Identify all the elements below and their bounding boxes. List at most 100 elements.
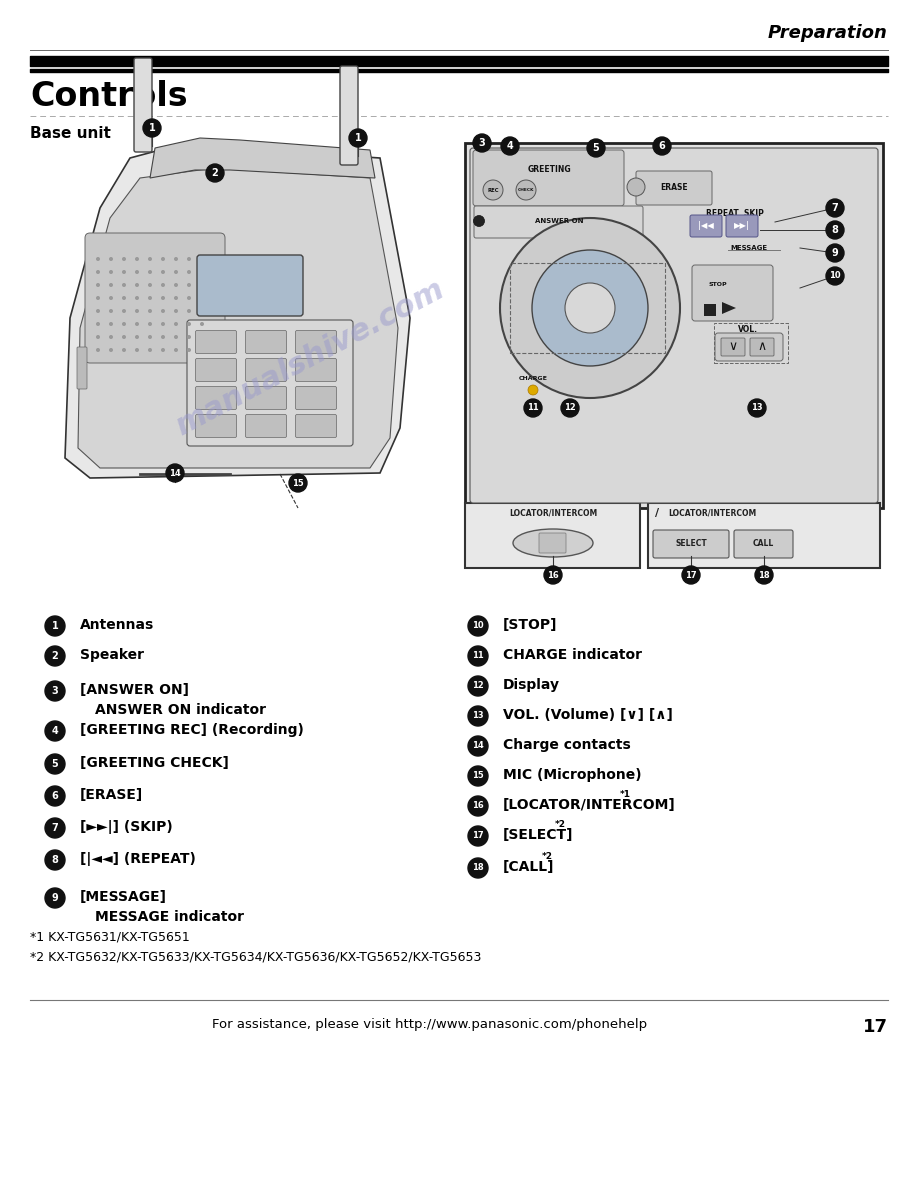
Circle shape — [468, 766, 488, 786]
FancyBboxPatch shape — [340, 67, 358, 165]
Circle shape — [148, 335, 152, 339]
FancyBboxPatch shape — [470, 148, 878, 503]
Text: 6: 6 — [51, 791, 59, 801]
Text: 1: 1 — [51, 621, 59, 631]
Circle shape — [122, 309, 126, 312]
Circle shape — [187, 257, 191, 261]
Circle shape — [161, 257, 165, 261]
FancyBboxPatch shape — [196, 415, 237, 437]
Text: 11: 11 — [527, 404, 539, 412]
Text: ERASE: ERASE — [660, 183, 688, 191]
Text: 3: 3 — [51, 685, 59, 696]
Circle shape — [96, 270, 100, 274]
Text: REPEAT  SKIP: REPEAT SKIP — [706, 209, 764, 217]
Text: Charge contacts: Charge contacts — [503, 738, 631, 752]
Text: SELECT: SELECT — [675, 539, 707, 549]
Circle shape — [143, 119, 161, 137]
FancyBboxPatch shape — [77, 347, 87, 388]
Circle shape — [174, 270, 178, 274]
Text: VOL.: VOL. — [738, 326, 758, 335]
Text: [LOCATOR/INTERCOM]: [LOCATOR/INTERCOM] — [503, 798, 676, 813]
Circle shape — [148, 296, 152, 301]
Ellipse shape — [513, 529, 593, 557]
PathPatch shape — [65, 146, 410, 478]
Text: 7: 7 — [51, 823, 59, 833]
Text: 17: 17 — [472, 832, 484, 840]
Text: 9: 9 — [51, 893, 59, 903]
FancyBboxPatch shape — [473, 150, 624, 206]
Circle shape — [174, 348, 178, 352]
Circle shape — [45, 721, 65, 741]
Text: LOCATOR/INTERCOM: LOCATOR/INTERCOM — [668, 508, 756, 518]
FancyBboxPatch shape — [465, 143, 883, 508]
Text: 12: 12 — [565, 404, 576, 412]
Circle shape — [483, 181, 503, 200]
Circle shape — [200, 296, 204, 301]
Circle shape — [200, 335, 204, 339]
Circle shape — [468, 646, 488, 666]
Text: 16: 16 — [472, 802, 484, 810]
Circle shape — [148, 309, 152, 312]
Text: /: / — [655, 508, 659, 518]
Circle shape — [174, 296, 178, 301]
Circle shape — [109, 283, 113, 287]
Circle shape — [135, 335, 139, 339]
Text: [SELECT]: [SELECT] — [503, 828, 574, 842]
Bar — [704, 304, 716, 316]
Circle shape — [109, 296, 113, 301]
FancyBboxPatch shape — [653, 530, 729, 558]
Circle shape — [161, 335, 165, 339]
Circle shape — [565, 283, 615, 333]
Circle shape — [174, 322, 178, 326]
Circle shape — [135, 296, 139, 301]
Circle shape — [45, 786, 65, 805]
Circle shape — [96, 309, 100, 312]
Text: 14: 14 — [472, 741, 484, 751]
Circle shape — [109, 348, 113, 352]
Circle shape — [122, 257, 126, 261]
Circle shape — [174, 257, 178, 261]
Text: 7: 7 — [832, 203, 838, 213]
Circle shape — [468, 796, 488, 816]
FancyBboxPatch shape — [296, 330, 337, 354]
Text: 8: 8 — [51, 855, 59, 865]
Circle shape — [135, 309, 139, 312]
FancyBboxPatch shape — [197, 255, 303, 316]
Circle shape — [148, 348, 152, 352]
Text: 3: 3 — [478, 138, 486, 148]
Text: CHECK: CHECK — [518, 188, 534, 192]
Text: 17: 17 — [685, 570, 697, 580]
FancyBboxPatch shape — [726, 215, 758, 236]
Circle shape — [148, 322, 152, 326]
FancyBboxPatch shape — [539, 533, 566, 552]
Circle shape — [587, 139, 605, 157]
Text: [ERASE]: [ERASE] — [80, 788, 143, 802]
Circle shape — [109, 270, 113, 274]
Text: 18: 18 — [758, 570, 770, 580]
Circle shape — [174, 283, 178, 287]
Text: 6: 6 — [658, 141, 666, 151]
Circle shape — [135, 348, 139, 352]
Circle shape — [187, 335, 191, 339]
Text: [|◄◄] (REPEAT): [|◄◄] (REPEAT) — [80, 852, 196, 866]
Circle shape — [627, 178, 645, 196]
Text: 10: 10 — [829, 272, 841, 280]
Text: ▶▶|: ▶▶| — [734, 221, 750, 230]
Circle shape — [289, 474, 307, 492]
Text: [ANSWER ON]: [ANSWER ON] — [80, 683, 189, 697]
Text: Antennas: Antennas — [80, 618, 154, 632]
Circle shape — [826, 200, 844, 217]
Text: 8: 8 — [832, 225, 838, 235]
PathPatch shape — [78, 168, 398, 468]
FancyBboxPatch shape — [296, 415, 337, 437]
Circle shape — [524, 399, 542, 417]
Text: MIC (Microphone): MIC (Microphone) — [503, 767, 642, 782]
Text: MESSAGE indicator: MESSAGE indicator — [95, 910, 244, 924]
Circle shape — [45, 681, 65, 701]
Circle shape — [45, 617, 65, 636]
Circle shape — [682, 565, 700, 584]
FancyBboxPatch shape — [245, 359, 286, 381]
Text: 4: 4 — [51, 726, 59, 737]
Text: 18: 18 — [472, 864, 484, 872]
Text: 9: 9 — [832, 248, 838, 258]
